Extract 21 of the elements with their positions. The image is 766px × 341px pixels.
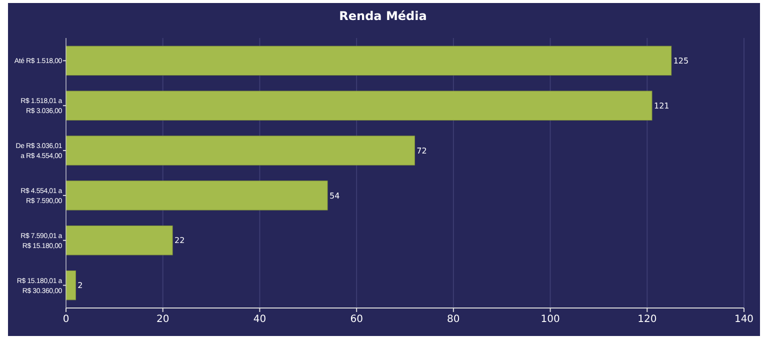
x-tick-label: 40 <box>253 314 266 325</box>
x-tick-label: 0 <box>62 314 70 325</box>
data-label: 22 <box>174 236 185 246</box>
chart-title: Renda Média <box>339 9 427 23</box>
data-label: 2 <box>78 281 83 290</box>
data-label: 125 <box>673 56 689 66</box>
bar <box>66 90 652 120</box>
x-tick-label: 100 <box>540 314 560 325</box>
x-tick-label: 80 <box>447 314 460 325</box>
x-tick-label: 20 <box>156 314 170 325</box>
bar <box>66 136 415 166</box>
x-tick-label: 60 <box>350 314 363 325</box>
bar <box>66 46 672 76</box>
data-label: 121 <box>654 101 670 110</box>
x-tick-label: 140 <box>734 314 754 325</box>
x-tick-label: 120 <box>638 314 657 325</box>
bar <box>66 270 76 300</box>
data-label: 72 <box>416 146 427 156</box>
data-label: 54 <box>330 191 340 200</box>
bar <box>66 180 328 210</box>
bar <box>66 226 173 256</box>
